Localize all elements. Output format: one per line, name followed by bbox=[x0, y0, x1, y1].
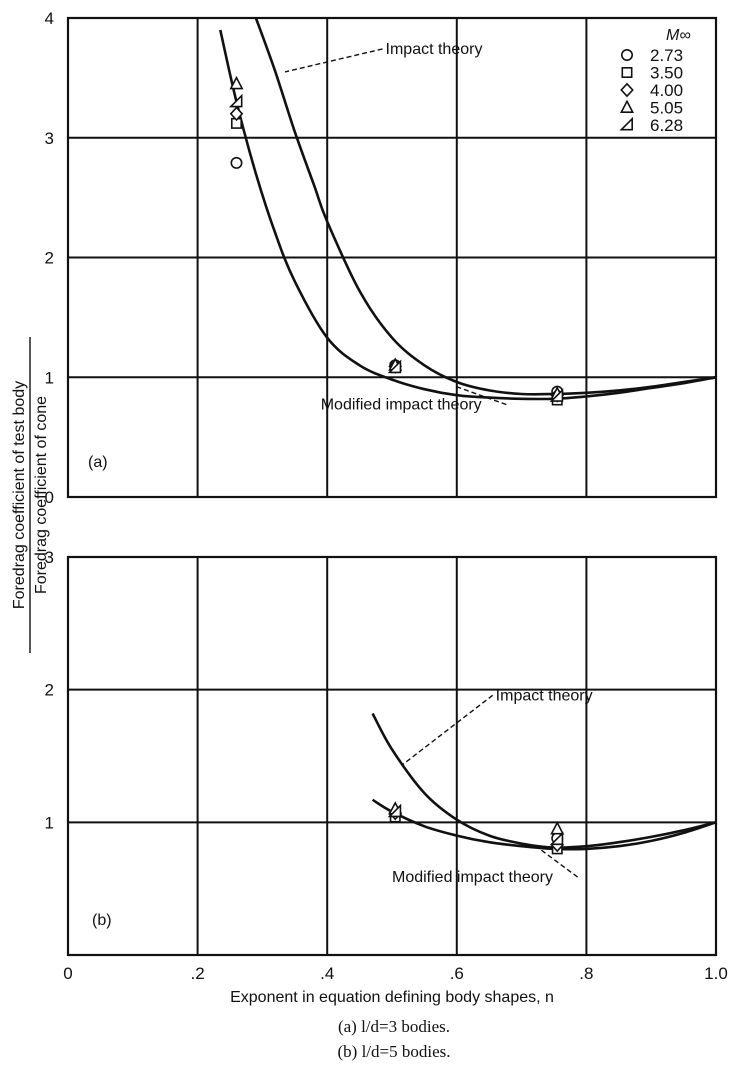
legend-label: 2.73 bbox=[650, 46, 683, 65]
data-point-circle bbox=[230, 156, 243, 169]
y-tick-label: 2 bbox=[45, 681, 54, 700]
y-axis-label-bottom: Foredrag coefficient of cone bbox=[33, 396, 50, 594]
panel-a-y-ticks: 0 1 2 3 4 bbox=[45, 9, 54, 507]
legend: M∞ 2.733.504.005.056.28 bbox=[619, 27, 691, 135]
legend-marker-triangle bbox=[619, 99, 635, 113]
legend-label: 3.50 bbox=[650, 64, 683, 83]
x-tick-label: .2 bbox=[191, 964, 205, 983]
y-tick-label: 1 bbox=[45, 813, 54, 832]
panel-a-label: (a) bbox=[88, 454, 108, 471]
curve-impact-theory bbox=[254, 17, 717, 396]
panel-b-markers bbox=[387, 801, 565, 855]
legend-marker-circle bbox=[620, 48, 633, 61]
legend-marker-square bbox=[621, 67, 633, 79]
panel-b-curves bbox=[371, 712, 717, 851]
x-tick-label: .6 bbox=[450, 964, 464, 983]
y-tick-label: 1 bbox=[45, 368, 54, 387]
curve-impact-theory bbox=[371, 712, 717, 849]
x-tick-label: .4 bbox=[320, 964, 334, 983]
legend-marker-diamond bbox=[620, 82, 634, 98]
panel-a-curves bbox=[219, 17, 717, 401]
panel-b-x-ticks: 0 .2 .4 .6 .8 1.0 bbox=[63, 964, 728, 983]
annotation-label: Modified impact theory bbox=[321, 397, 482, 414]
legend-label: 4.00 bbox=[650, 81, 683, 100]
data-point-half-triangle bbox=[549, 831, 564, 846]
annotation-label: Impact theory bbox=[496, 687, 593, 704]
annotation-leader bbox=[456, 386, 507, 406]
legend-label: 6.28 bbox=[650, 116, 683, 135]
curve-modified-impact-theory bbox=[371, 798, 717, 851]
x-tick-label: 1.0 bbox=[704, 964, 728, 983]
panel-a: 0 1 2 3 4 Impact theory Modified impact theor… bbox=[45, 9, 718, 507]
y-axis-label: Foredrag coefficient of test body Foredr… bbox=[11, 337, 50, 653]
y-axis-label-top: Foredrag coefficient of test body bbox=[11, 381, 28, 609]
panel-a-annotations: Impact theory Modified impact theory bbox=[321, 41, 483, 414]
legend-title: M∞ bbox=[666, 27, 691, 44]
annotation-label: Impact theory bbox=[386, 41, 483, 58]
x-tick-label: 0 bbox=[63, 964, 72, 983]
panel-a-grid bbox=[68, 18, 716, 497]
x-tick-label: .8 bbox=[579, 964, 593, 983]
panel-b-leaders bbox=[401, 694, 579, 878]
annotation-leader bbox=[284, 48, 383, 73]
panel-a-leaders bbox=[284, 48, 507, 406]
curve-modified-impact-theory bbox=[219, 29, 717, 401]
panel-b-grid bbox=[68, 557, 716, 955]
y-tick-label: 0 bbox=[45, 488, 54, 507]
data-point-triangle bbox=[550, 821, 565, 835]
panel-b-y-ticks: 1 2 3 bbox=[45, 548, 54, 832]
caption-a: (a) l/d=3 bodies. bbox=[338, 1017, 450, 1036]
legend-marker-half-triangle bbox=[619, 116, 634, 131]
legend-rows: 2.733.504.005.056.28 bbox=[619, 46, 683, 135]
legend-label: 5.05 bbox=[650, 99, 683, 118]
annotation-leader bbox=[537, 846, 579, 878]
panel-b-label: (b) bbox=[92, 912, 112, 929]
data-point-diamond bbox=[229, 106, 244, 122]
y-tick-label: 3 bbox=[45, 129, 54, 148]
data-point-triangle bbox=[229, 75, 244, 90]
panel-b: 1 2 3 0 .2 .4 .6 .8 1.0 Impact theory Modified i… bbox=[45, 548, 728, 983]
data-point-half-triangle bbox=[387, 803, 402, 818]
caption-b: (b) l/d=5 bodies. bbox=[338, 1042, 451, 1061]
panel-a-markers bbox=[228, 75, 565, 406]
data-point-half-triangle bbox=[549, 388, 564, 402]
x-axis-label: Exponent in equation defining body shape… bbox=[230, 989, 554, 1006]
data-point-half-triangle bbox=[387, 359, 402, 374]
panel-b-frame bbox=[66, 555, 718, 957]
panel-b-annotations: Impact theory Modified impact theory bbox=[392, 687, 593, 886]
panel-a-frame bbox=[66, 16, 718, 499]
annotation-leader bbox=[401, 694, 494, 766]
y-tick-label: 2 bbox=[45, 249, 54, 268]
data-point-half-triangle bbox=[228, 93, 243, 108]
annotation-label: Modified impact theory bbox=[392, 869, 553, 886]
y-tick-label: 4 bbox=[45, 9, 54, 28]
y-tick-label: 3 bbox=[45, 548, 54, 567]
